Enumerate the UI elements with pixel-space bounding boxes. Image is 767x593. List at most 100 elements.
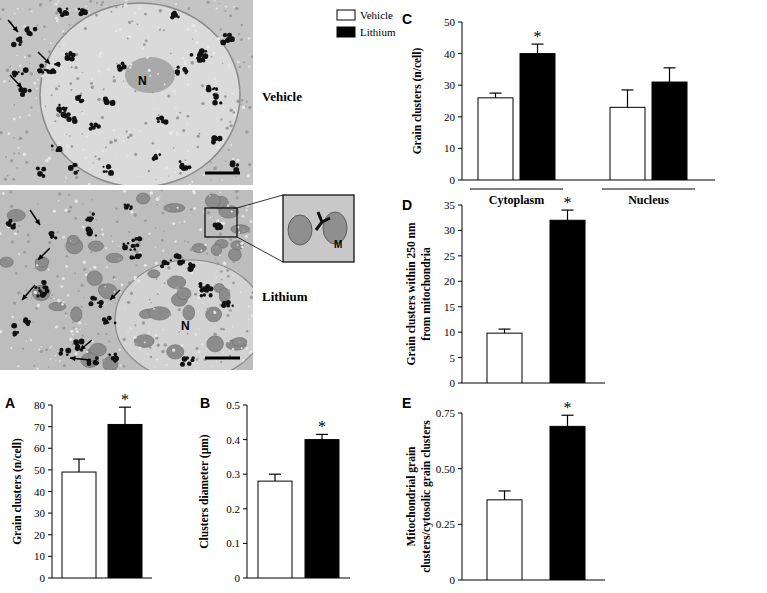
speckle: [59, 360, 61, 362]
speckle: [144, 219, 147, 222]
grain: [11, 42, 16, 47]
grain: [231, 163, 235, 167]
grain: [54, 236, 57, 239]
speckle: [55, 211, 56, 212]
speckle: [105, 247, 107, 249]
speckle: [233, 114, 236, 117]
speckle: [216, 118, 218, 120]
speckle: [49, 0, 51, 2]
speckle: [201, 343, 203, 345]
mitochondrion: [288, 215, 312, 245]
grain: [79, 94, 81, 96]
speckle: [115, 302, 116, 303]
speckle: [227, 204, 229, 206]
y-tick-label: 5: [450, 352, 456, 364]
grain: [191, 356, 195, 360]
speckle: [207, 1, 210, 4]
speckle: [176, 116, 179, 119]
speckle: [27, 54, 31, 58]
speckle: [130, 292, 133, 295]
error-cap: [73, 458, 85, 459]
speckle: [251, 314, 253, 317]
speckle: [220, 361, 222, 363]
speckle: [222, 328, 225, 331]
y-tick-label: 70: [34, 421, 46, 433]
nucleus: [115, 260, 253, 370]
grain: [229, 36, 235, 42]
legend-label: Vehicle: [360, 9, 393, 21]
speckle: [239, 66, 241, 68]
speckle: [156, 358, 158, 360]
y-tick-label: 0: [450, 377, 456, 389]
mitochondrion: [207, 336, 224, 352]
speckle: [103, 88, 105, 90]
grain: [190, 53, 194, 57]
speckle: [19, 116, 21, 118]
speckle: [232, 282, 235, 285]
grain: [95, 356, 99, 360]
speckle: [3, 80, 6, 83]
grain: [113, 356, 118, 361]
error-bar: [499, 329, 511, 333]
grain: [12, 323, 17, 328]
speckle: [166, 10, 168, 12]
speckle: [241, 99, 244, 102]
background: [0, 0, 767, 593]
speckle: [212, 51, 215, 54]
significance: *: [564, 399, 572, 416]
marks: [487, 210, 585, 383]
grain: [200, 294, 203, 297]
speckle: [2, 192, 5, 195]
bar: [487, 333, 522, 383]
grain: [18, 87, 23, 92]
grain: [65, 348, 71, 354]
speckle: [232, 326, 233, 327]
speckle: [197, 350, 200, 353]
speckle: [216, 262, 219, 265]
speckle: [139, 130, 141, 132]
speckle: [128, 282, 130, 284]
grain: [57, 8, 62, 13]
y-axis-label: Clusters diameter (µm): [198, 434, 211, 549]
speckle: [100, 131, 102, 133]
speckle: [123, 365, 125, 367]
y-tick-label: 25: [444, 250, 456, 262]
speckle: [216, 7, 218, 9]
image-label: Lithium: [262, 289, 308, 304]
grain: [72, 116, 77, 121]
y-tick-label: 0.1: [226, 537, 240, 549]
speckle: [157, 73, 159, 75]
grain: [91, 212, 95, 216]
speckle: [175, 286, 178, 289]
bar: [487, 500, 522, 580]
speckle: [144, 341, 146, 343]
y-tick-label: 0: [450, 574, 456, 586]
speckle: [119, 28, 122, 31]
y-tick-label: 20: [444, 275, 456, 287]
speckle: [213, 167, 217, 171]
grain: [89, 122, 93, 126]
grain: [129, 249, 131, 251]
speckle: [85, 274, 87, 276]
speckle: [248, 37, 250, 39]
y-tick-label: 50: [34, 464, 46, 476]
grain: [183, 165, 188, 170]
panel-letter: A: [5, 395, 15, 411]
y-tick-label: 0.4: [226, 434, 240, 446]
grain: [13, 334, 16, 337]
grain: [36, 167, 40, 171]
speckle: [70, 89, 72, 91]
y-tick: [48, 578, 52, 579]
speckle: [197, 146, 200, 149]
speckle: [228, 64, 230, 66]
speckle: [39, 3, 42, 6]
y-tick: [458, 85, 462, 86]
speckle: [219, 341, 220, 342]
y-tick: [458, 255, 462, 256]
error-bar: [664, 68, 676, 82]
speckle: [44, 38, 46, 40]
speckle: [190, 61, 193, 64]
speckle: [65, 177, 67, 179]
speckle: [228, 289, 231, 292]
speckle: [9, 66, 11, 68]
